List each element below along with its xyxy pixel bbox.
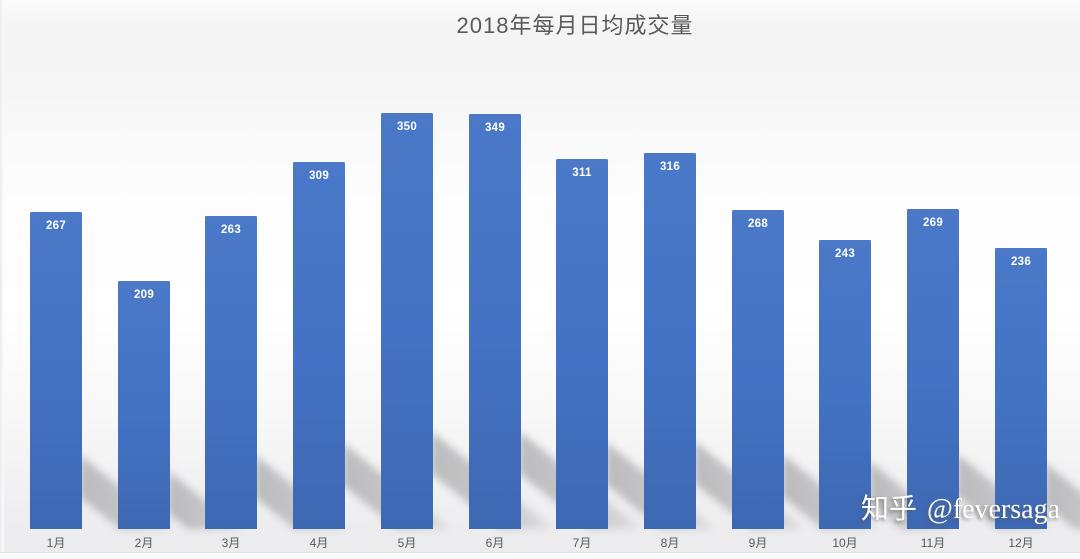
bar-4月: 309 — [293, 162, 345, 529]
bar-3月: 263 — [205, 216, 257, 529]
chart-title: 2018年每月日均成交量 — [456, 13, 694, 38]
zhihu-watermark: 知乎 @feversaga — [861, 487, 1060, 527]
x-axis-label: 3月 — [221, 536, 241, 550]
bar-value-label: 309 — [308, 170, 330, 182]
bar-2月: 209 — [118, 281, 170, 529]
slide-bottom-edge — [0, 552, 1080, 559]
bar-value-label: 236 — [1010, 256, 1032, 268]
bar-value-label: 243 — [834, 248, 856, 260]
bar-value-label: 349 — [484, 122, 506, 134]
bar-value-label: 311 — [572, 167, 592, 179]
x-axis-label: 1月 — [46, 536, 66, 550]
bar-value-label: 267 — [45, 220, 67, 232]
x-axis-label: 9月 — [748, 536, 768, 550]
bar-7月: 311 — [556, 159, 608, 529]
bar-value-label: 350 — [396, 121, 418, 133]
x-axis-label: 10月 — [832, 536, 858, 550]
bar-value-label: 316 — [659, 161, 681, 173]
x-axis-label: 7月 — [572, 536, 592, 550]
x-axis-label: 5月 — [397, 536, 417, 550]
bar-5月: 350 — [381, 113, 433, 529]
x-axis-label: 11月 — [920, 536, 946, 550]
bar-value-label: 268 — [747, 218, 769, 230]
bar-6月: 349 — [469, 114, 521, 529]
bar-9月: 268 — [732, 210, 784, 529]
x-axis-label: 2月 — [134, 536, 154, 550]
x-axis-label: 12月 — [1008, 536, 1034, 550]
slide-left-edge — [0, 0, 5, 559]
watermark-handle: @feversaga — [926, 494, 1060, 525]
x-axis-label: 8月 — [660, 536, 680, 550]
bar-value-label: 209 — [133, 289, 155, 301]
bar-1月: 267 — [30, 212, 82, 529]
x-axis-label: 6月 — [485, 536, 505, 550]
bar-10月: 243 — [819, 240, 871, 529]
zhihu-logo-text: 知乎 — [860, 493, 917, 524]
bar-8月: 316 — [644, 153, 696, 529]
bar-value-label: 263 — [220, 224, 242, 236]
bar-value-label: 269 — [922, 217, 944, 229]
bar-11月: 269 — [907, 209, 959, 529]
bar-12月: 236 — [995, 248, 1047, 529]
x-axis-label: 4月 — [309, 536, 329, 550]
